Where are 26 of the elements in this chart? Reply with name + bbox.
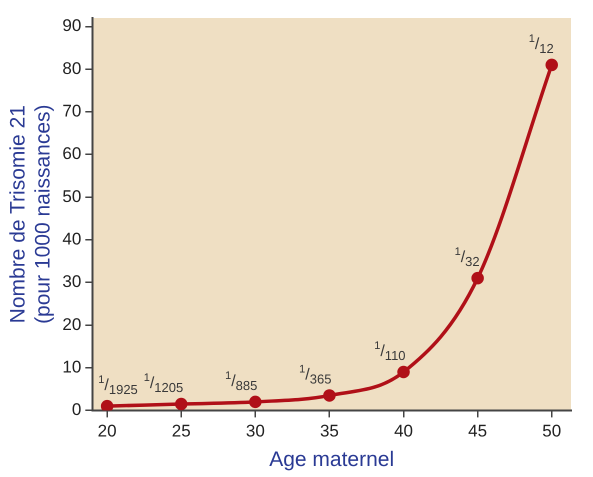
x-tick-label: 20 — [98, 421, 117, 440]
x-tick-label: 45 — [468, 421, 488, 440]
y-tick-label: 70 — [62, 102, 82, 121]
point — [249, 396, 262, 408]
y-tick-label: 30 — [62, 272, 82, 292]
y-tick-label: 60 — [62, 144, 82, 164]
x-tick-label: 30 — [246, 421, 265, 440]
point — [545, 58, 558, 72]
x-tick-label: 35 — [320, 421, 339, 440]
point — [323, 389, 336, 402]
x-tick-label: 40 — [394, 421, 413, 440]
y-tick-label: 80 — [62, 58, 82, 78]
y-axis-title: Nombre de Trisomie 21 (pour 1000 naissances) — [6, 104, 55, 324]
x-tick-label: 25 — [172, 421, 191, 440]
x-tick-label: 50 — [542, 421, 562, 440]
y-tick-label: 40 — [62, 229, 82, 248]
point — [397, 366, 410, 378]
point — [100, 400, 114, 410]
y-tick-label: 0 — [72, 400, 82, 420]
x-axis-title: Age maternel — [269, 448, 394, 472]
y-tick-label: 50 — [62, 186, 82, 206]
y-tick-label: 10 — [62, 357, 82, 376]
point — [174, 398, 188, 410]
point — [471, 272, 484, 284]
y-tick-label: 20 — [62, 314, 82, 334]
y-tick-label: 90 — [62, 16, 82, 36]
